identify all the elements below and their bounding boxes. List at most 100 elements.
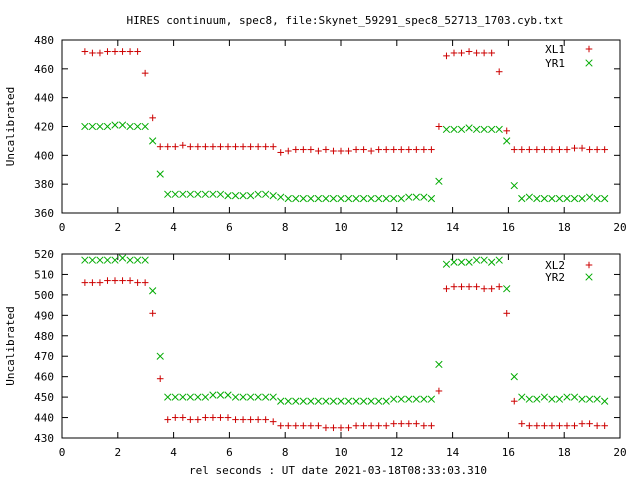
data-point bbox=[533, 194, 541, 203]
data-point bbox=[442, 125, 451, 134]
data-point bbox=[540, 393, 549, 401]
data-point bbox=[337, 397, 345, 405]
data-point bbox=[88, 256, 97, 264]
legend-label-yr2: YR2 bbox=[545, 271, 565, 284]
data-point bbox=[209, 190, 217, 198]
x-tick-label: 8 bbox=[282, 221, 289, 234]
data-point bbox=[593, 146, 601, 153]
data-point bbox=[96, 256, 104, 264]
data-point bbox=[367, 397, 375, 405]
data-point bbox=[413, 420, 420, 427]
data-point bbox=[81, 48, 89, 55]
data-point bbox=[548, 146, 556, 153]
data-point bbox=[209, 143, 217, 150]
y-tick-label: 440 bbox=[34, 92, 54, 105]
data-point bbox=[450, 283, 458, 291]
data-point bbox=[435, 177, 443, 185]
data-point bbox=[149, 114, 156, 122]
data-point bbox=[510, 181, 518, 190]
x-tick-label: 0 bbox=[59, 446, 66, 459]
x-tick-label: 14 bbox=[446, 221, 460, 234]
data-point bbox=[179, 141, 187, 149]
chart-title: HIRES continuum, spec8, file:Skynet_5929… bbox=[126, 14, 563, 27]
data-point bbox=[563, 194, 571, 203]
data-point bbox=[277, 193, 285, 201]
data-point bbox=[284, 147, 292, 155]
panel-bottom: 0 2 4 6 8 10 12 14 16 18 20 430 440 450 460 470 480 490 50… bbox=[4, 248, 627, 459]
data-point bbox=[224, 143, 232, 150]
y-tick-label: 360 bbox=[34, 207, 54, 220]
data-point bbox=[119, 48, 126, 55]
data-point bbox=[555, 395, 564, 403]
data-point bbox=[382, 146, 390, 153]
data-point bbox=[292, 397, 300, 405]
y-tick-label: 510 bbox=[34, 268, 54, 281]
y-tick-label: 490 bbox=[34, 309, 54, 322]
data-point bbox=[360, 422, 367, 430]
y-tick-label: 500 bbox=[34, 289, 54, 302]
data-point bbox=[322, 424, 330, 432]
data-point bbox=[533, 422, 541, 430]
data-point bbox=[382, 194, 390, 203]
data-point bbox=[601, 422, 608, 430]
data-point bbox=[473, 283, 480, 291]
data-point bbox=[465, 124, 473, 132]
data-point bbox=[503, 137, 511, 145]
data-point bbox=[397, 395, 405, 403]
data-point bbox=[224, 391, 232, 399]
data-point bbox=[164, 143, 172, 150]
data-point bbox=[563, 393, 571, 401]
data-point bbox=[390, 146, 398, 153]
data-point bbox=[118, 254, 127, 262]
data-point bbox=[457, 125, 466, 134]
data-point bbox=[111, 121, 119, 129]
data-point bbox=[201, 190, 210, 198]
data-point bbox=[382, 397, 390, 405]
data-point bbox=[141, 256, 149, 264]
data-point bbox=[149, 309, 156, 317]
y-tick-label: 380 bbox=[34, 178, 54, 191]
y-tick-label: 450 bbox=[34, 391, 54, 404]
data-point bbox=[556, 146, 563, 153]
data-point bbox=[601, 146, 608, 153]
x-tick-label: 6 bbox=[226, 221, 233, 234]
data-point bbox=[578, 194, 586, 203]
data-point bbox=[593, 422, 601, 430]
data-point bbox=[578, 144, 586, 152]
data-point bbox=[292, 194, 300, 203]
x-tick-label: 10 bbox=[334, 446, 347, 459]
data-point bbox=[322, 194, 330, 203]
data-point bbox=[119, 277, 126, 284]
x-axis-title: rel seconds : UT date 2021-03-18T08:33:0… bbox=[189, 464, 487, 477]
data-point bbox=[465, 258, 473, 266]
x-tick-label: 18 bbox=[558, 221, 571, 234]
data-point bbox=[96, 49, 104, 57]
data-point bbox=[111, 48, 119, 55]
data-point bbox=[269, 192, 277, 200]
data-point bbox=[322, 397, 330, 405]
data-point bbox=[201, 393, 210, 401]
data-point bbox=[179, 414, 187, 421]
data-point bbox=[526, 422, 533, 430]
data-point bbox=[571, 422, 578, 430]
data-point bbox=[156, 170, 164, 178]
data-point bbox=[337, 424, 345, 432]
y-axis-title: Uncalibrated bbox=[4, 306, 17, 385]
data-point bbox=[96, 122, 104, 131]
data-point bbox=[390, 420, 398, 427]
data-point bbox=[111, 277, 119, 284]
data-point bbox=[450, 49, 458, 57]
data-point bbox=[578, 420, 586, 427]
data-point bbox=[284, 194, 292, 203]
data-point bbox=[217, 143, 224, 150]
data-point bbox=[133, 122, 142, 131]
data-point bbox=[141, 279, 149, 286]
data-point bbox=[382, 422, 390, 430]
data-point bbox=[300, 146, 307, 153]
data-point bbox=[337, 194, 345, 203]
data-point bbox=[442, 260, 451, 268]
data-point bbox=[277, 149, 285, 156]
data-point bbox=[262, 416, 269, 423]
data-point bbox=[202, 414, 209, 421]
data-point bbox=[586, 146, 593, 153]
